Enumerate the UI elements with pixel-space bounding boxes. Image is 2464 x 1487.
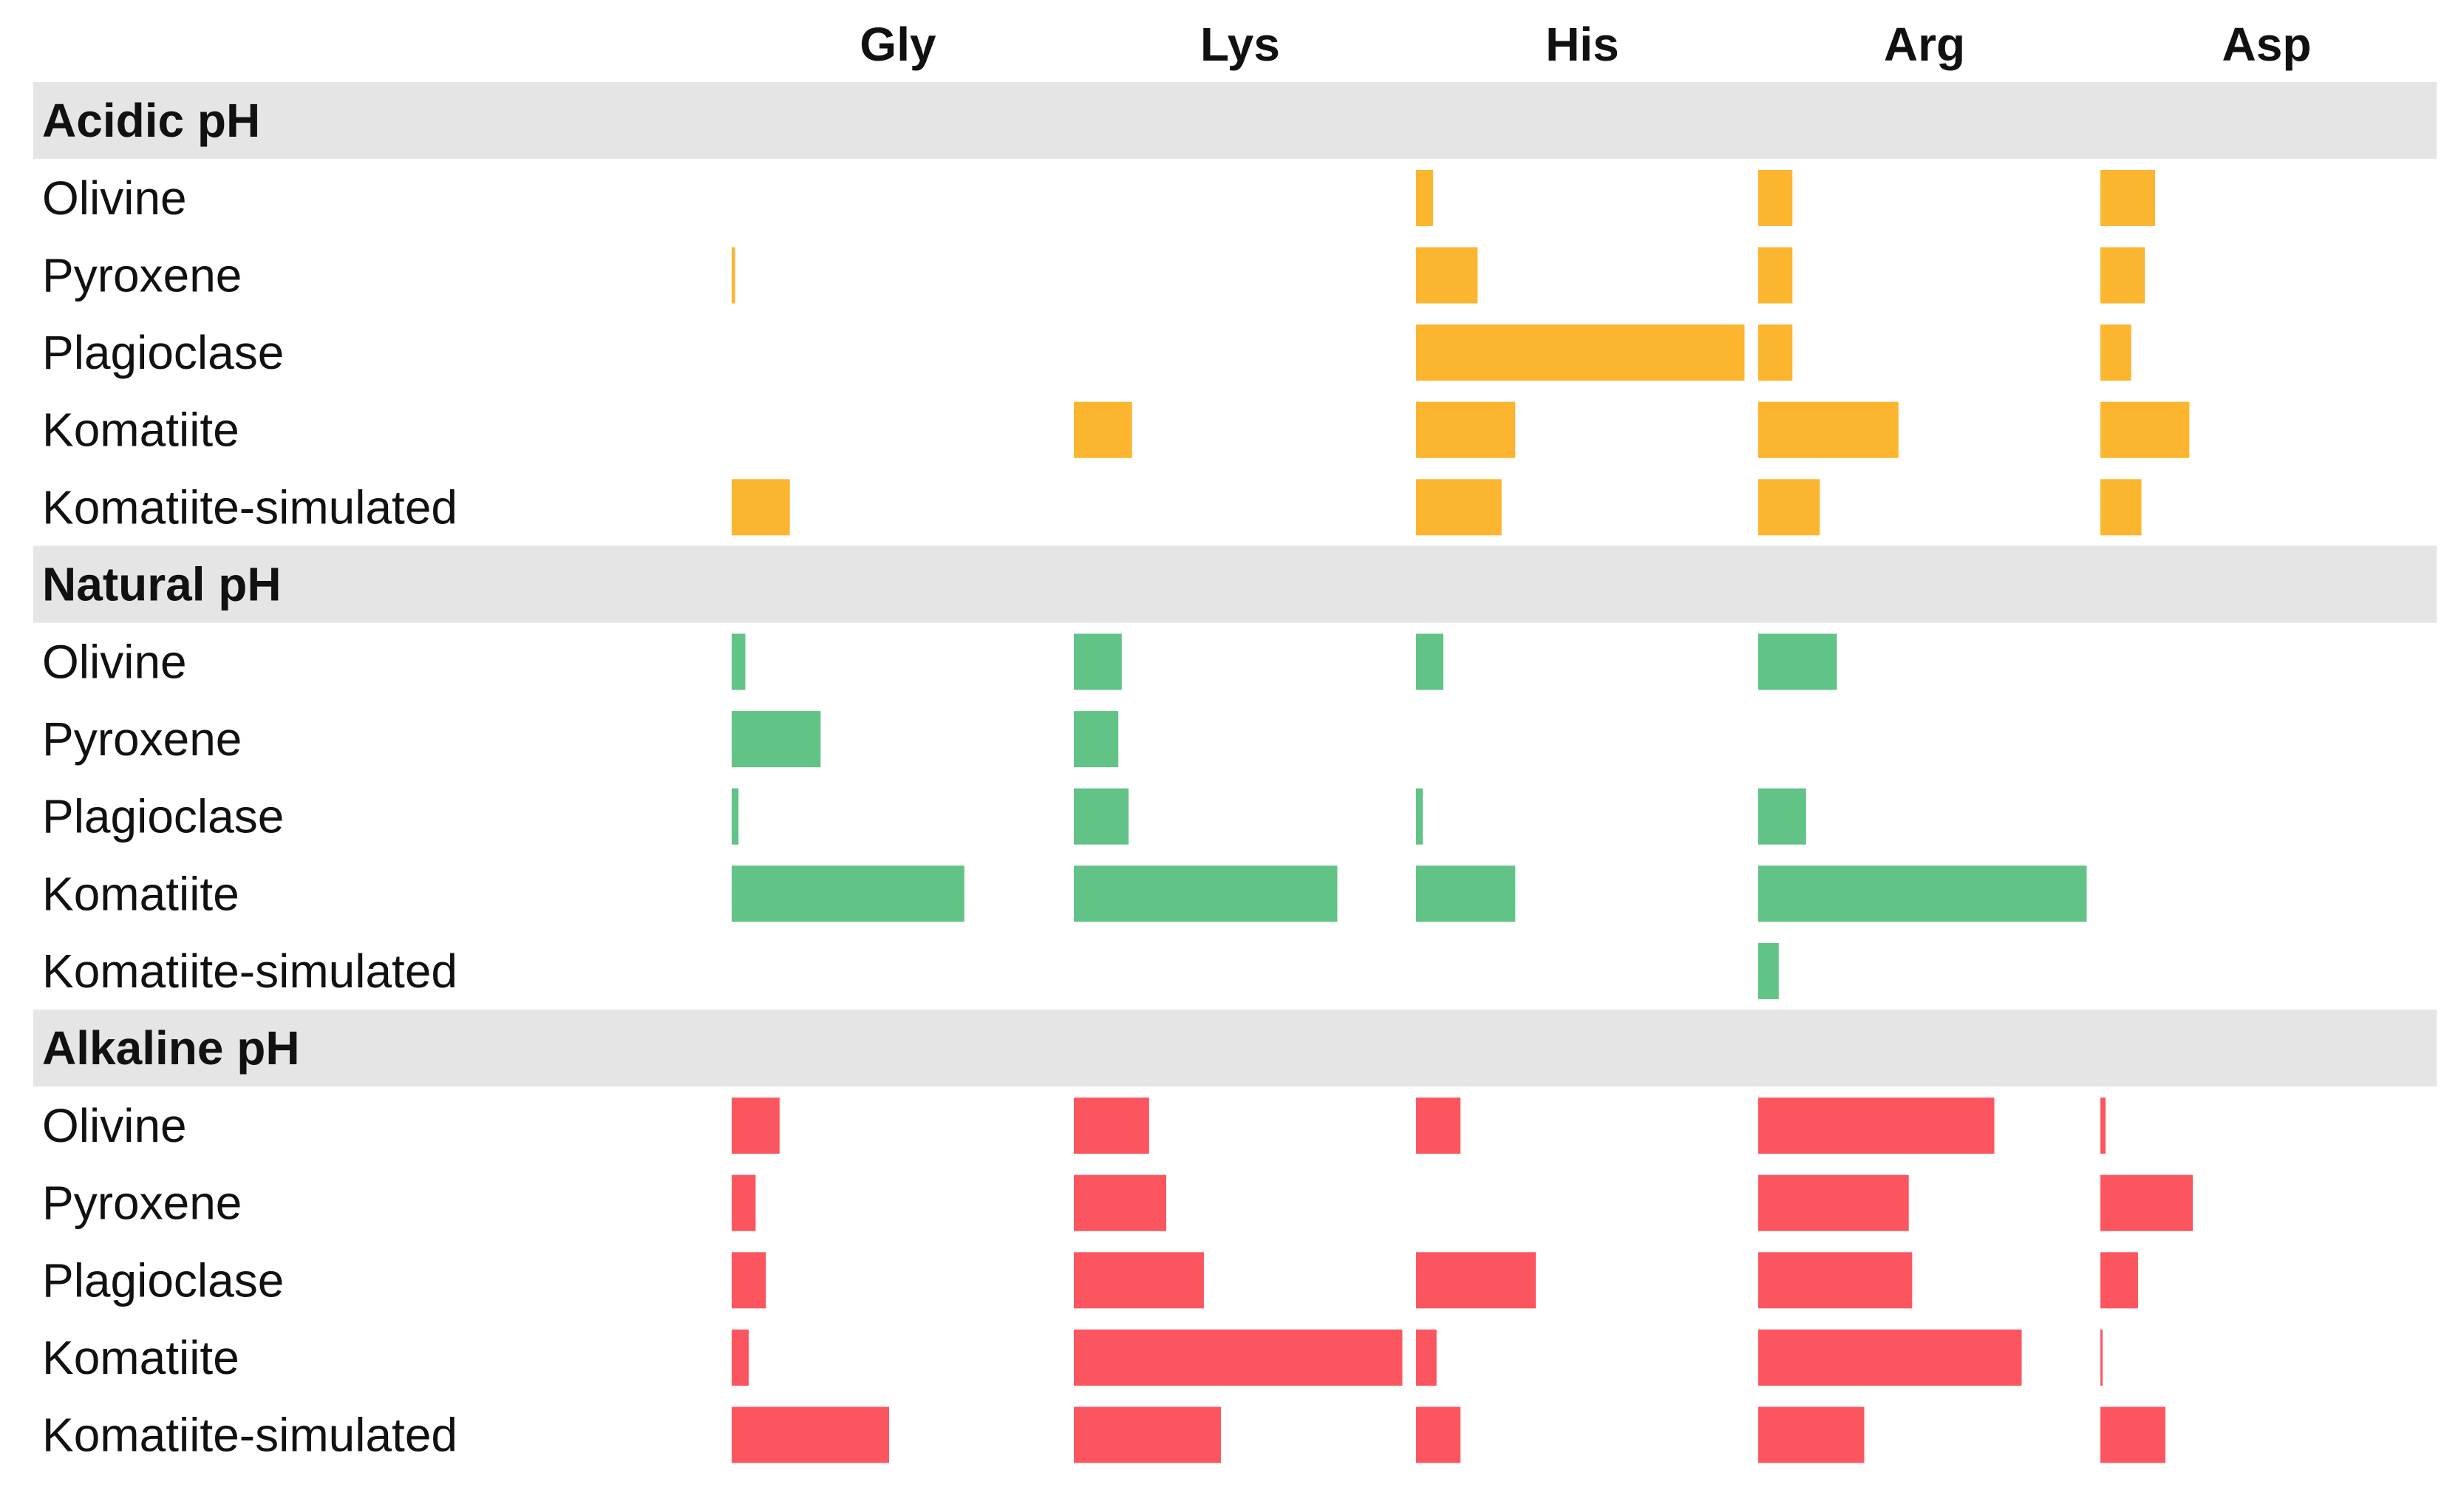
bar-natural-ph-plagioclase-lys <box>1074 788 1129 845</box>
bar-natural-ph-plagioclase-arg <box>1758 788 1806 845</box>
row-label-alkaline-ph-plagioclase: Plagioclase <box>42 1253 284 1307</box>
bar-alkaline-ph-olivine-gly <box>732 1098 780 1154</box>
bar-alkaline-ph-komatiite-simulated-gly <box>732 1406 889 1463</box>
bar-natural-ph-pyroxene-lys <box>1074 711 1119 768</box>
bar-acidic-ph-komatiite-arg <box>1758 401 1899 458</box>
column-header-arg: Arg <box>1884 18 1965 71</box>
bar-alkaline-ph-olivine-arg <box>1758 1098 1995 1154</box>
bar-natural-ph-olivine-gly <box>732 633 746 690</box>
bar-alkaline-ph-plagioclase-arg <box>1758 1252 1913 1309</box>
bar-alkaline-ph-komatiite-arg <box>1758 1329 2022 1386</box>
group-band-natural-ph <box>33 545 2437 623</box>
bar-alkaline-ph-komatiite-his <box>1416 1329 1437 1386</box>
bar-alkaline-ph-olivine-his <box>1416 1098 1461 1154</box>
bar-alkaline-ph-olivine-lys <box>1074 1098 1149 1154</box>
row-label-acidic-ph-olivine: Olivine <box>42 171 187 225</box>
bar-alkaline-ph-pyroxene-asp <box>2100 1174 2194 1231</box>
row-label-natural-ph-komatiite: Komatiite <box>42 867 239 920</box>
bar-alkaline-ph-pyroxene-arg <box>1758 1174 1909 1231</box>
column-header-lys: Lys <box>1200 18 1280 71</box>
bar-natural-ph-komatiite-gly <box>732 865 964 922</box>
bar-alkaline-ph-pyroxene-gly <box>732 1174 756 1231</box>
bar-acidic-ph-komatiite-asp <box>2100 401 2190 458</box>
bar-alkaline-ph-komatiite-simulated-asp <box>2100 1406 2165 1463</box>
column-headers: Gly Lys His Arg Asp <box>860 18 2311 71</box>
column-header-his: His <box>1545 18 1619 71</box>
row-label-natural-ph-plagioclase: Plagioclase <box>42 790 284 843</box>
bar-acidic-ph-pyroxene-gly <box>732 247 735 304</box>
bar-alkaline-ph-komatiite-simulated-arg <box>1758 1406 1865 1463</box>
group-band-acidic-ph <box>33 82 2437 159</box>
bar-alkaline-ph-plagioclase-asp <box>2100 1252 2138 1309</box>
group-label-alkaline-ph: Alkaline pH <box>42 1021 300 1075</box>
bar-acidic-ph-plagioclase-his <box>1416 324 1745 381</box>
row-label-acidic-ph-pyroxene: Pyroxene <box>42 249 242 302</box>
bar-natural-ph-plagioclase-his <box>1416 788 1423 845</box>
row-label-alkaline-ph-pyroxene: Pyroxene <box>42 1177 242 1230</box>
bar-alkaline-ph-komatiite-simulated-his <box>1416 1406 1461 1463</box>
bar-alkaline-ph-komatiite-lys <box>1074 1329 1403 1386</box>
bar-natural-ph-komatiite-lys <box>1074 865 1338 922</box>
bar-acidic-ph-komatiite-lys <box>1074 401 1132 458</box>
bar-marks <box>732 169 2194 1463</box>
row-label-natural-ph-komatiite-simulated: Komatiite-simulated <box>42 945 457 998</box>
bar-acidic-ph-olivine-asp <box>2100 169 2156 226</box>
bar-alkaline-ph-plagioclase-lys <box>1074 1252 1204 1309</box>
row-label-acidic-ph-komatiite: Komatiite <box>42 404 239 457</box>
bar-acidic-ph-pyroxene-asp <box>2100 247 2145 304</box>
bar-acidic-ph-komatiite-simulated-arg <box>1758 479 1820 536</box>
row-label-acidic-ph-plagioclase: Plagioclase <box>42 326 284 379</box>
bar-acidic-ph-komatiite-simulated-his <box>1416 479 1502 536</box>
bar-acidic-ph-plagioclase-asp <box>2100 324 2131 381</box>
group-band-alkaline-ph <box>33 1010 2437 1087</box>
bar-natural-ph-olivine-arg <box>1758 633 1837 690</box>
row-label-alkaline-ph-komatiite: Komatiite <box>42 1331 239 1384</box>
bar-alkaline-ph-plagioclase-gly <box>732 1252 766 1309</box>
bar-alkaline-ph-plagioclase-his <box>1416 1252 1536 1309</box>
row-label-natural-ph-olivine: Olivine <box>42 636 187 689</box>
bar-natural-ph-olivine-lys <box>1074 633 1122 690</box>
bar-natural-ph-plagioclase-gly <box>732 788 739 845</box>
bar-acidic-ph-pyroxene-arg <box>1758 247 1793 304</box>
bar-alkaline-ph-olivine-asp <box>2100 1098 2106 1154</box>
row-label-alkaline-ph-olivine: Olivine <box>42 1099 187 1152</box>
bar-alkaline-ph-komatiite-asp <box>2100 1329 2103 1386</box>
column-header-gly: Gly <box>860 18 936 71</box>
bar-acidic-ph-olivine-arg <box>1758 169 1793 226</box>
group-label-natural-ph: Natural pH <box>42 558 282 611</box>
bar-alkaline-ph-pyroxene-lys <box>1074 1174 1167 1231</box>
row-label-acidic-ph-komatiite-simulated: Komatiite-simulated <box>42 480 457 534</box>
bar-natural-ph-komatiite-arg <box>1758 865 2087 922</box>
bar-natural-ph-pyroxene-gly <box>732 711 821 768</box>
bar-acidic-ph-komatiite-simulated-asp <box>2100 479 2142 536</box>
row-label-alkaline-ph-komatiite-simulated: Komatiite-simulated <box>42 1409 457 1462</box>
bar-acidic-ph-olivine-his <box>1416 169 1434 226</box>
column-header-asp: Asp <box>2222 18 2312 71</box>
row-labels: Acidic pH Olivine Pyroxene Plagioclase Komat… <box>42 94 457 1462</box>
bar-natural-ph-olivine-his <box>1416 633 1444 690</box>
bar-acidic-ph-komatiite-his <box>1416 401 1516 458</box>
row-label-natural-ph-pyroxene: Pyroxene <box>42 712 242 766</box>
group-header-bands <box>33 82 2437 1087</box>
bar-natural-ph-komatiite-simulated-arg <box>1758 942 1779 999</box>
bar-alkaline-ph-komatiite-simulated-lys <box>1074 1406 1222 1463</box>
bar-acidic-ph-pyroxene-his <box>1416 247 1478 304</box>
bar-acidic-ph-plagioclase-arg <box>1758 324 1793 381</box>
group-label-acidic-ph: Acidic pH <box>42 94 260 147</box>
bar-alkaline-ph-komatiite-gly <box>732 1329 749 1386</box>
bar-acidic-ph-komatiite-simulated-gly <box>732 479 790 536</box>
bar-natural-ph-komatiite-his <box>1416 865 1516 922</box>
